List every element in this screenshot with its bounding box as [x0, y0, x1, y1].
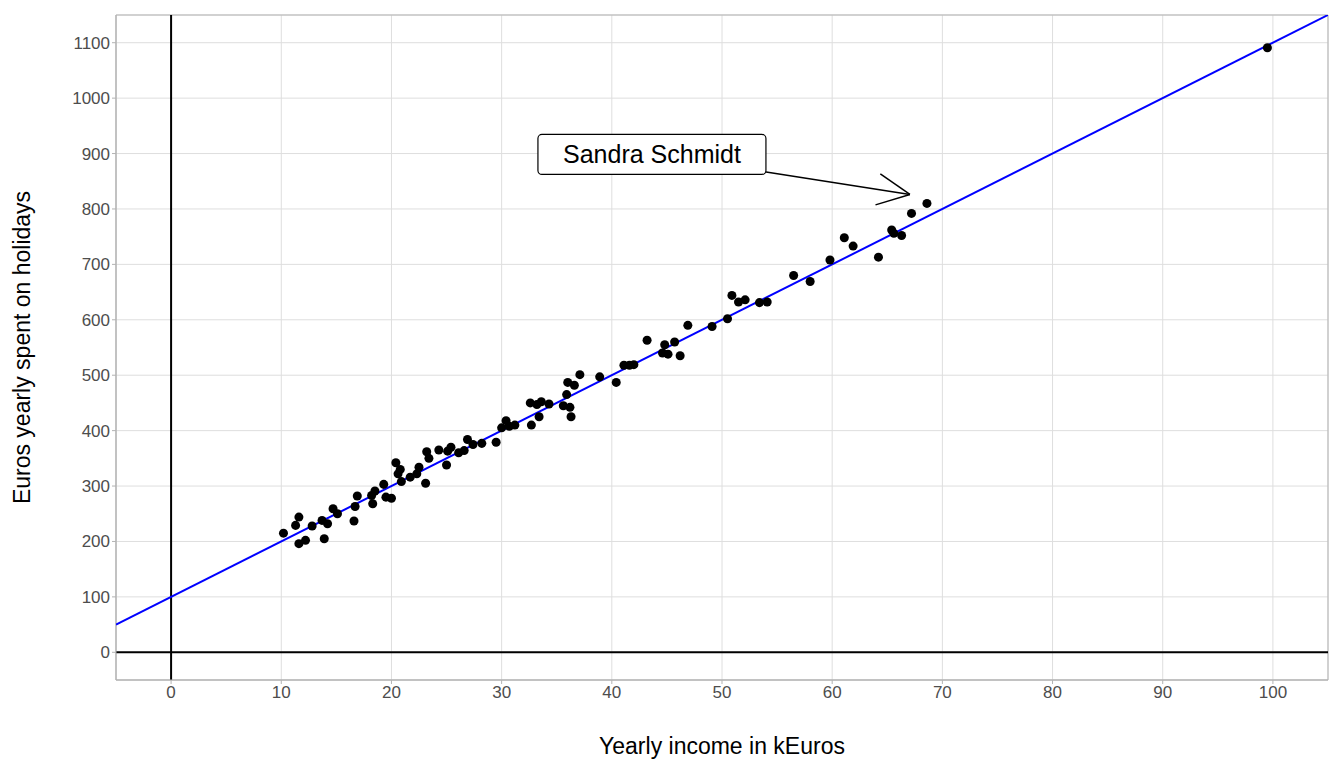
- svg-text:300: 300: [82, 477, 110, 496]
- svg-text:70: 70: [933, 683, 952, 702]
- svg-text:80: 80: [1043, 683, 1062, 702]
- svg-text:900: 900: [82, 145, 110, 164]
- svg-text:1000: 1000: [72, 89, 110, 108]
- svg-text:400: 400: [82, 422, 110, 441]
- svg-text:600: 600: [82, 311, 110, 330]
- svg-text:100: 100: [82, 588, 110, 607]
- svg-text:0: 0: [166, 683, 175, 702]
- svg-text:Sandra Schmidt: Sandra Schmidt: [563, 140, 741, 168]
- svg-text:1100: 1100: [73, 34, 110, 53]
- svg-text:Euros yearly spent on holidays: Euros yearly spent on holidays: [9, 191, 35, 504]
- svg-text:10: 10: [272, 683, 291, 702]
- svg-text:30: 30: [492, 683, 511, 702]
- svg-text:Yearly income in kEuros: Yearly income in kEuros: [599, 733, 845, 759]
- svg-text:50: 50: [713, 683, 732, 702]
- svg-text:0: 0: [101, 643, 110, 662]
- svg-text:40: 40: [602, 683, 621, 702]
- svg-text:800: 800: [82, 200, 110, 219]
- svg-text:90: 90: [1153, 683, 1172, 702]
- svg-text:20: 20: [382, 683, 401, 702]
- svg-text:100: 100: [1259, 683, 1287, 702]
- svg-text:500: 500: [82, 366, 110, 385]
- svg-text:200: 200: [82, 532, 110, 551]
- svg-text:60: 60: [823, 683, 842, 702]
- svg-text:700: 700: [82, 255, 110, 274]
